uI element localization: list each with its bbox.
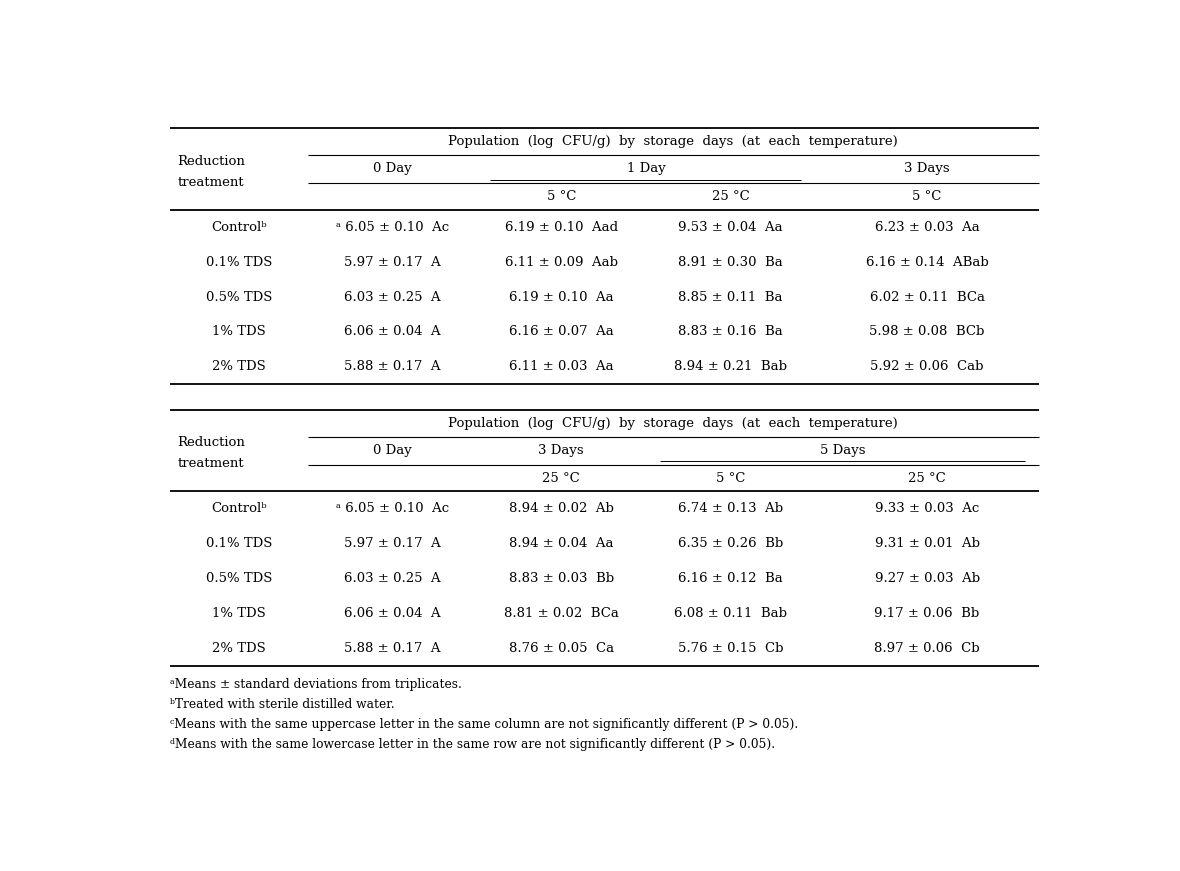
Text: 3 Days: 3 Days [904, 162, 950, 175]
Text: 6.16 ± 0.14  ABab: 6.16 ± 0.14 ABab [866, 255, 989, 268]
Text: 1 Day: 1 Day [627, 162, 666, 175]
Text: 8.91 ± 0.30  Ba: 8.91 ± 0.30 Ba [678, 255, 782, 268]
Text: 8.94 ± 0.04  Aa: 8.94 ± 0.04 Aa [509, 537, 614, 550]
Text: 5 °C: 5 °C [546, 190, 576, 203]
Text: ᵃ 6.05 ± 0.10  Ac: ᵃ 6.05 ± 0.10 Ac [335, 503, 448, 516]
Text: ᵈMeans with the same lowercase letter in the same row are not significantly diff: ᵈMeans with the same lowercase letter in… [170, 739, 775, 752]
Text: 5.88 ± 0.17  A: 5.88 ± 0.17 A [343, 642, 440, 655]
Text: 6.11 ± 0.03  Aa: 6.11 ± 0.03 Aa [509, 361, 614, 374]
Text: 25 °C: 25 °C [543, 471, 581, 484]
Text: ᵃMeans ± standard deviations from triplicates.: ᵃMeans ± standard deviations from tripli… [170, 678, 463, 691]
Text: 6.16 ± 0.12  Ba: 6.16 ± 0.12 Ba [678, 572, 782, 585]
Text: ᵇTreated with sterile distilled water.: ᵇTreated with sterile distilled water. [170, 698, 395, 711]
Text: 6.16 ± 0.07  Aa: 6.16 ± 0.07 Aa [509, 326, 614, 338]
Text: 8.97 ± 0.06  Cb: 8.97 ± 0.06 Cb [874, 642, 979, 655]
Text: 8.83 ± 0.16  Ba: 8.83 ± 0.16 Ba [678, 326, 782, 338]
Text: 6.19 ± 0.10  Aa: 6.19 ± 0.10 Aa [509, 291, 614, 303]
Text: 8.76 ± 0.05  Ca: 8.76 ± 0.05 Ca [509, 642, 614, 655]
Text: Reduction
treatment: Reduction treatment [178, 154, 245, 189]
Text: 0.5% TDS: 0.5% TDS [205, 572, 273, 585]
Text: 6.74 ± 0.13  Ab: 6.74 ± 0.13 Ab [678, 503, 784, 516]
Text: 1% TDS: 1% TDS [212, 607, 266, 620]
Text: 6.35 ± 0.26  Bb: 6.35 ± 0.26 Bb [677, 537, 784, 550]
Text: 6.11 ± 0.09  Aab: 6.11 ± 0.09 Aab [505, 255, 618, 268]
Text: 2% TDS: 2% TDS [212, 642, 266, 655]
Text: 0 Day: 0 Day [373, 162, 412, 175]
Text: 9.17 ± 0.06  Bb: 9.17 ± 0.06 Bb [874, 607, 979, 620]
Text: 3 Days: 3 Days [538, 444, 584, 457]
Text: 5.97 ± 0.17  A: 5.97 ± 0.17 A [343, 537, 440, 550]
Text: 5 Days: 5 Days [820, 444, 865, 457]
Text: 8.85 ± 0.11  Ba: 8.85 ± 0.11 Ba [678, 291, 782, 303]
Text: 5.88 ± 0.17  A: 5.88 ± 0.17 A [343, 361, 440, 374]
Text: 6.03 ± 0.25  A: 6.03 ± 0.25 A [343, 572, 440, 585]
Text: Controlᵇ: Controlᵇ [211, 503, 267, 516]
Text: 5 °C: 5 °C [912, 190, 942, 203]
Text: Controlᵇ: Controlᵇ [211, 220, 267, 233]
Text: 6.23 ± 0.03  Aa: 6.23 ± 0.03 Aa [874, 220, 979, 233]
Text: 0 Day: 0 Day [373, 444, 412, 457]
Text: 6.19 ± 0.10  Aad: 6.19 ± 0.10 Aad [505, 220, 618, 233]
Text: 0.5% TDS: 0.5% TDS [205, 291, 273, 303]
Text: 6.06 ± 0.04  A: 6.06 ± 0.04 A [343, 326, 440, 338]
Text: 8.94 ± 0.21  Bab: 8.94 ± 0.21 Bab [674, 361, 787, 374]
Text: 0.1% TDS: 0.1% TDS [205, 537, 273, 550]
Text: 9.53 ± 0.04  Aa: 9.53 ± 0.04 Aa [678, 220, 782, 233]
Text: ᵃ 6.05 ± 0.10  Ac: ᵃ 6.05 ± 0.10 Ac [335, 220, 448, 233]
Text: 2% TDS: 2% TDS [212, 361, 266, 374]
Text: 8.94 ± 0.02  Ab: 8.94 ± 0.02 Ab [509, 503, 614, 516]
Text: 5.76 ± 0.15  Cb: 5.76 ± 0.15 Cb [677, 642, 784, 655]
Text: 5 °C: 5 °C [716, 471, 746, 484]
Text: 6.03 ± 0.25  A: 6.03 ± 0.25 A [343, 291, 440, 303]
Text: Population  (log  CFU/g)  by  storage  days  (at  each  temperature): Population (log CFU/g) by storage days (… [448, 135, 898, 148]
Text: Population  (log  CFU/g)  by  storage  days  (at  each  temperature): Population (log CFU/g) by storage days (… [448, 416, 898, 429]
Text: 25 °C: 25 °C [909, 471, 946, 484]
Text: 9.31 ± 0.01  Ab: 9.31 ± 0.01 Ab [874, 537, 979, 550]
Text: 8.83 ± 0.03  Bb: 8.83 ± 0.03 Bb [509, 572, 614, 585]
Text: 5.92 ± 0.06  Cab: 5.92 ± 0.06 Cab [871, 361, 984, 374]
Text: 25 °C: 25 °C [712, 190, 749, 203]
Text: 5.98 ± 0.08  BCb: 5.98 ± 0.08 BCb [870, 326, 985, 338]
Text: 0.1% TDS: 0.1% TDS [205, 255, 273, 268]
Text: ᶜMeans with the same uppercase letter in the same column are not significantly d: ᶜMeans with the same uppercase letter in… [170, 719, 799, 731]
Text: 9.27 ± 0.03  Ab: 9.27 ± 0.03 Ab [874, 572, 979, 585]
Text: 9.33 ± 0.03  Ac: 9.33 ± 0.03 Ac [876, 503, 979, 516]
Text: 6.06 ± 0.04  A: 6.06 ± 0.04 A [343, 607, 440, 620]
Text: 1% TDS: 1% TDS [212, 326, 266, 338]
Text: 5.97 ± 0.17  A: 5.97 ± 0.17 A [343, 255, 440, 268]
Text: 8.81 ± 0.02  BCa: 8.81 ± 0.02 BCa [504, 607, 618, 620]
Text: Reduction
treatment: Reduction treatment [178, 436, 245, 470]
Text: 6.08 ± 0.11  Bab: 6.08 ± 0.11 Bab [674, 607, 787, 620]
Text: 6.02 ± 0.11  BCa: 6.02 ± 0.11 BCa [870, 291, 984, 303]
